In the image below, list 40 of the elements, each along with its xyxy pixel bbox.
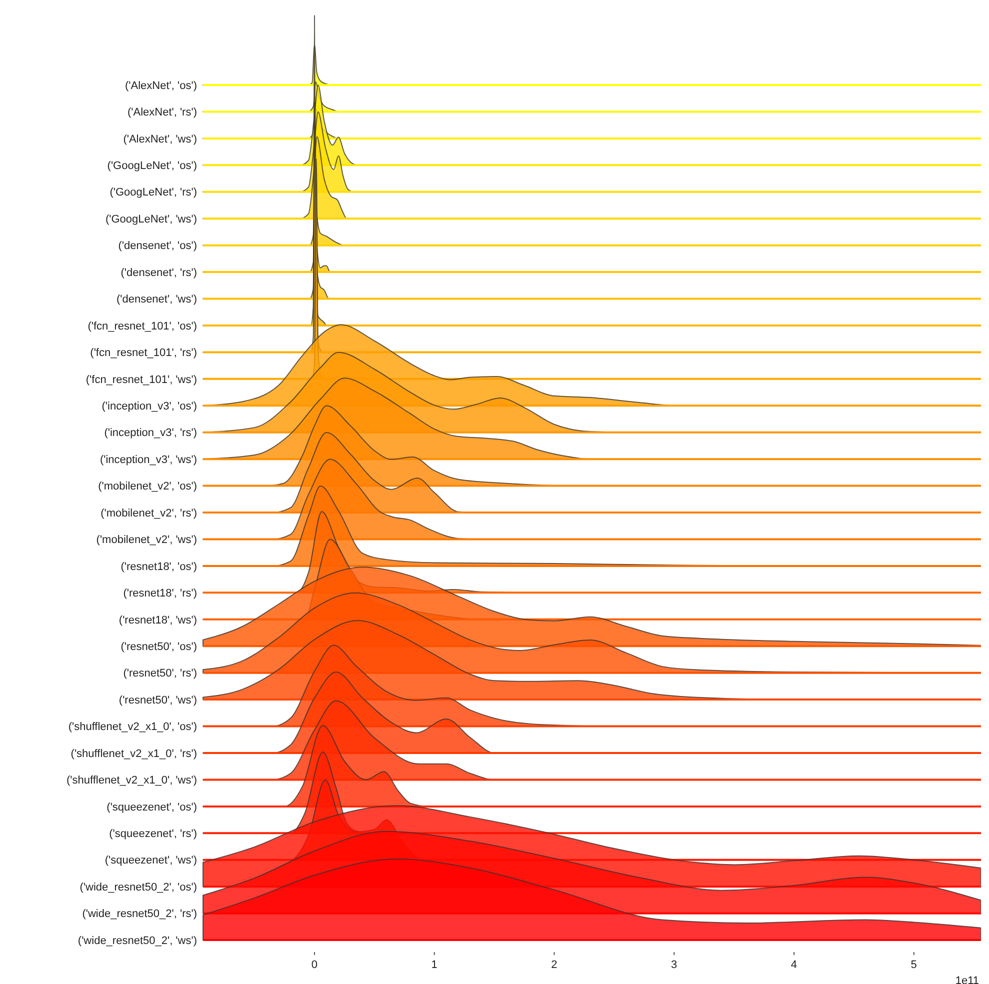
series-label: ('inception_v3', 'rs') [104,427,197,440]
series-label: ('mobilenet_v2', 'ws') [96,534,197,546]
series-label: ('densenet', 'rs') [120,266,197,279]
x-tick-label: 0 [311,959,318,972]
series-label: ('shufflenet_v2_x1_0', 'ws') [66,774,197,787]
series-label: ('resnet18', 'os') [120,560,197,573]
x-tick-label: 1 [431,959,438,972]
x-tick-label: 4 [790,959,798,972]
series-label: ('shufflenet_v2_x1_0', 'os') [68,721,197,734]
series-label: ('densenet', 'ws') [116,294,197,306]
series-label: ('GoogLeNet', 'rs') [110,186,197,199]
series-label: ('fcn_resnet_101', 'os') [88,320,197,332]
series-label: ('resnet50', 'ws') [118,694,197,706]
x-tick-label: 2 [551,959,558,972]
series-label: ('resnet18', 'ws') [118,614,197,626]
series-label: ('squeezenet', 'rs') [109,828,197,840]
series-label: ('inception_v3', 'ws') [100,454,197,466]
series-label: ('mobilenet_v2', 'rs') [100,507,197,520]
series-label: ('inception_v3', 'os') [102,400,197,412]
text: 1e11 [955,975,979,984]
series-label: ('wide_resnet50_2', 'os') [80,881,197,894]
series-label: ('squeezenet', 'ws') [104,854,197,867]
x-tick-label: 3 [671,959,678,972]
series-label: ('AlexNet', 'rs') [127,106,197,119]
series-label: ('resnet50', 'rs') [123,668,197,680]
x-tick-label: 5 [910,959,917,972]
series-label: ('squeezenet', 'os') [106,801,197,814]
series-label: ('GoogLeNet', 'os') [107,160,197,172]
series-label: ('GoogLeNet', 'ws') [105,213,197,226]
series-label: ('shufflenet_v2_x1_0', 'rs') [70,748,197,760]
series-label: ('densenet', 'os') [118,240,197,252]
series-label: ('fcn_resnet_101', 'rs') [90,347,197,360]
series-label: ('fcn_resnet_101', 'ws') [86,374,197,386]
series-label: ('resnet50', 'os') [120,640,197,653]
series-label: ('wide_resnet50_2', 'rs') [82,908,197,920]
series-label: ('AlexNet', 'ws') [123,133,197,146]
series-label: ('mobilenet_v2', 'os') [98,480,197,493]
series-label: ('AlexNet', 'os') [125,80,197,92]
series-label: ('wide_resnet50_2', 'ws') [78,934,197,947]
series-label: ('resnet18', 'rs') [123,588,197,600]
